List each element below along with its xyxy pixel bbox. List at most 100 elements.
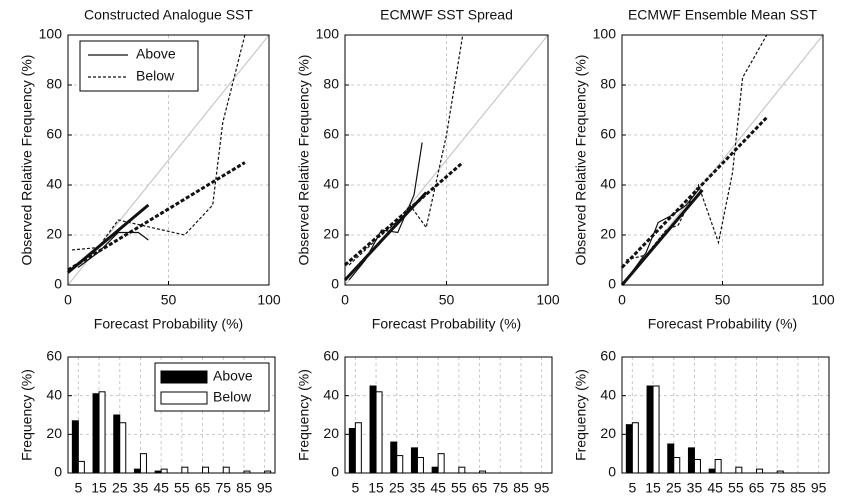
- bar: [646, 385, 654, 474]
- bar: [369, 385, 377, 474]
- bar: [139, 453, 147, 474]
- y-tick-label: 40: [46, 176, 62, 192]
- y-tick-label: 80: [46, 76, 62, 92]
- y-tick-label: 100: [39, 26, 63, 42]
- series-line: [348, 34, 464, 266]
- y-tick-label: 0: [54, 464, 62, 480]
- chart-title: ECMWF Ensemble Mean SST: [628, 7, 817, 23]
- bar: [390, 441, 398, 474]
- x-tick-label: 75: [769, 480, 785, 496]
- y-tick-label: 60: [600, 348, 616, 364]
- plot-frame: [344, 356, 553, 474]
- plot-frame: [621, 356, 830, 474]
- legend-label: Above: [136, 46, 176, 62]
- y-tick-label: 20: [323, 226, 339, 242]
- chart-title: ECMWF SST Spread: [380, 7, 513, 23]
- y-tick-label: 60: [323, 348, 339, 364]
- fit-line: [344, 161, 464, 267]
- bar: [735, 466, 743, 474]
- fit-line: [67, 161, 246, 272]
- y-tick-label: 40: [600, 386, 616, 402]
- x-tick-label: 95: [534, 480, 550, 496]
- x-tick-label: 15: [91, 480, 107, 496]
- legend-label: Below: [213, 389, 252, 405]
- plot-frame: [621, 34, 824, 286]
- series-line: [77, 231, 149, 268]
- y-axis-label: Observed Relative Frequency (%): [296, 55, 312, 266]
- x-tick-label: 85: [790, 480, 806, 496]
- y-axis-label: Observed Relative Frequency (%): [19, 55, 35, 266]
- bar: [222, 466, 230, 474]
- bar: [202, 466, 210, 474]
- x-tick-label: 95: [811, 480, 827, 496]
- x-tick-label: 55: [728, 480, 744, 496]
- y-tick-label: 60: [600, 126, 616, 142]
- x-tick-label: 25: [666, 480, 682, 496]
- bar: [77, 460, 85, 474]
- bar: [396, 455, 404, 474]
- y-tick-label: 20: [600, 425, 616, 441]
- x-tick-label: 35: [410, 480, 426, 496]
- y-axis-label: Frequency (%): [296, 369, 312, 461]
- bar: [631, 422, 639, 474]
- bar: [687, 447, 695, 474]
- series-line: [627, 189, 699, 278]
- bar: [652, 385, 660, 474]
- x-tick-label: 25: [112, 480, 128, 496]
- y-tick-label: 20: [600, 226, 616, 242]
- x-tick-label: 45: [707, 480, 723, 496]
- bar: [667, 443, 675, 474]
- y-tick-label: 40: [323, 176, 339, 192]
- x-tick-label: 25: [389, 480, 405, 496]
- bar: [119, 422, 127, 474]
- x-tick-label: 65: [195, 480, 211, 496]
- y-tick-label: 40: [600, 176, 616, 192]
- fit-line: [343, 191, 428, 282]
- bar: [756, 468, 764, 474]
- y-tick-label: 40: [46, 386, 62, 402]
- x-tick-label: 15: [645, 480, 661, 496]
- legend-swatch: [160, 391, 208, 405]
- bar: [92, 393, 100, 474]
- bar: [708, 468, 716, 474]
- bar: [714, 458, 722, 474]
- y-tick-label: 60: [46, 348, 62, 364]
- plot-frame: [344, 34, 549, 286]
- x-tick-label: 55: [451, 480, 467, 496]
- y-tick-label: 0: [608, 276, 616, 292]
- x-tick-label: 5: [628, 480, 636, 496]
- x-tick-label: 95: [257, 480, 273, 496]
- y-axis-label: Frequency (%): [573, 369, 589, 461]
- bar: [625, 424, 633, 474]
- y-tick-label: 40: [323, 386, 339, 402]
- bar: [673, 457, 681, 474]
- x-tick-label: 50: [715, 292, 731, 308]
- x-tick-label: 100: [536, 292, 560, 308]
- x-tick-label: 55: [174, 480, 190, 496]
- y-tick-label: 20: [46, 226, 62, 242]
- bar: [98, 391, 106, 474]
- x-tick-label: 65: [749, 480, 765, 496]
- bar: [348, 428, 356, 474]
- bar: [71, 420, 79, 474]
- bar: [693, 458, 701, 474]
- x-axis-label: Forecast Probability (%): [94, 316, 243, 332]
- y-tick-label: 0: [54, 276, 62, 292]
- bar: [375, 391, 383, 474]
- y-tick-label: 60: [46, 126, 62, 142]
- x-tick-label: 5: [351, 480, 359, 496]
- y-tick-label: 20: [46, 425, 62, 441]
- series-line: [625, 34, 768, 261]
- x-tick-label: 0: [341, 292, 349, 308]
- x-axis-label: Forecast Probability (%): [648, 316, 797, 332]
- x-tick-label: 35: [687, 480, 703, 496]
- x-tick-label: 50: [161, 292, 177, 308]
- x-tick-label: 75: [492, 480, 508, 496]
- fit-line: [620, 116, 768, 269]
- x-tick-label: 5: [74, 480, 82, 496]
- bar: [458, 466, 466, 474]
- legend-box: [79, 40, 199, 92]
- y-axis-label: Observed Relative Frequency (%): [573, 55, 589, 266]
- y-tick-label: 60: [323, 126, 339, 142]
